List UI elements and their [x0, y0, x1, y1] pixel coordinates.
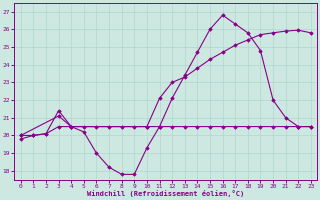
X-axis label: Windchill (Refroidissement éolien,°C): Windchill (Refroidissement éolien,°C) — [87, 190, 244, 197]
